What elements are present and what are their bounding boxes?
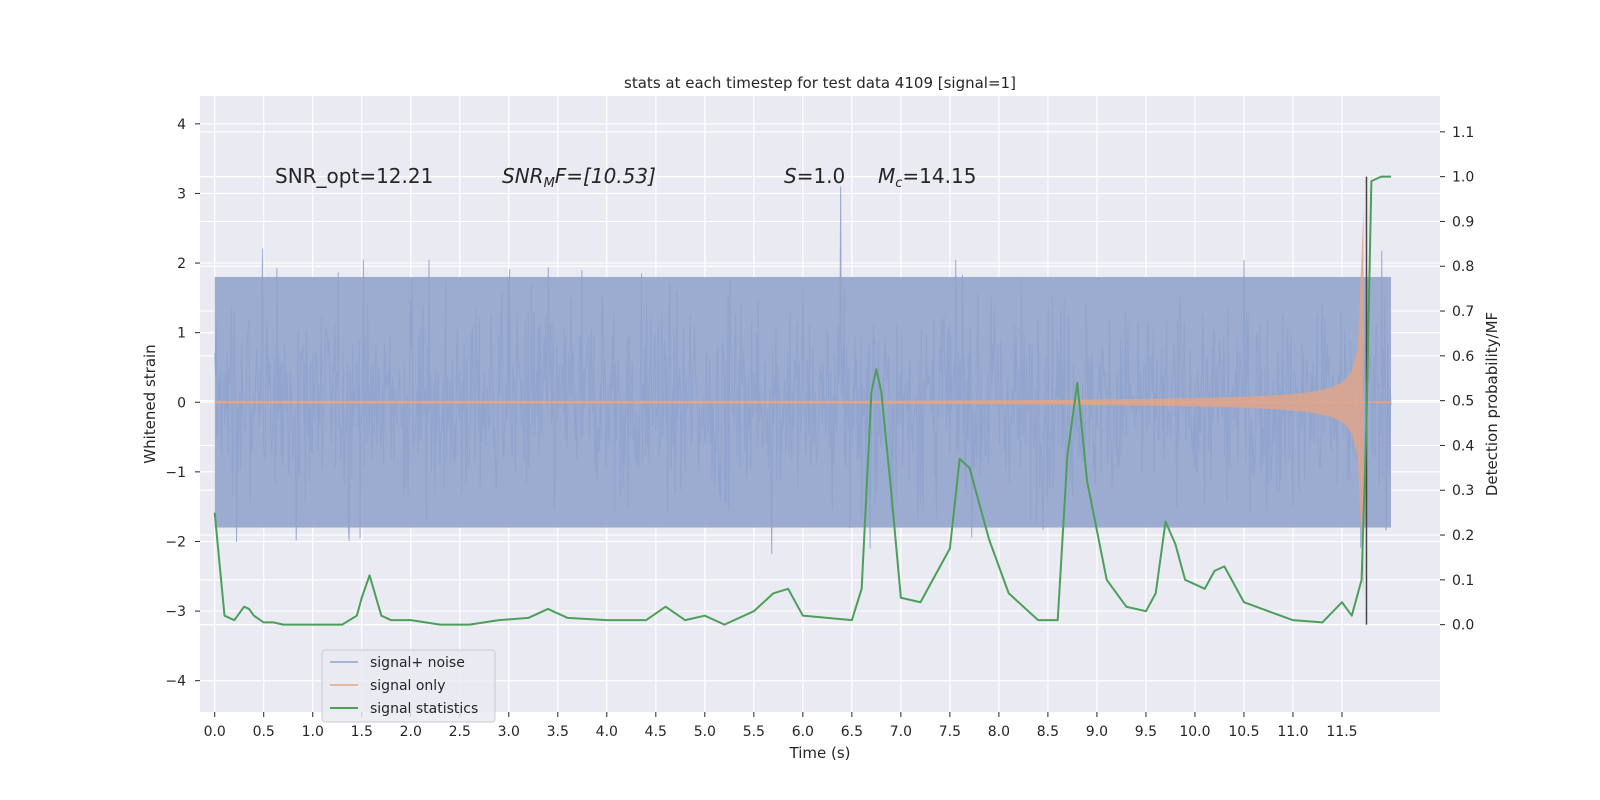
y2-tick-label: 1.0	[1452, 170, 1474, 186]
y2-tick-label: 0.3	[1452, 483, 1474, 499]
x-tick-label: 11.5	[1326, 724, 1357, 740]
y-tick-label: 1	[177, 326, 186, 342]
annotation-mc-main: M	[878, 164, 895, 188]
x-tick-label: 5.0	[694, 724, 716, 740]
y-tick-label: 3	[177, 186, 186, 202]
x-tick-label: 8.5	[1037, 724, 1059, 740]
annotation-snr-mf: SNRMF=[10.53]	[502, 164, 656, 191]
y-axis-ticks: 4 3 2 1 0 −1 −2 −3 −4	[165, 117, 200, 690]
annotation-snr-mf-sub: M	[544, 176, 555, 191]
x-axis-label: Time (s)	[789, 744, 851, 762]
y2-tick-label: 0.8	[1452, 259, 1474, 275]
y2-tick-label: 0.6	[1452, 349, 1474, 365]
y-axis-label: Whitened strain	[141, 344, 159, 463]
x-tick-label: 5.5	[743, 724, 765, 740]
chart-title: stats at each timestep for test data 410…	[624, 74, 1016, 92]
y2-tick-label: 0.9	[1452, 214, 1474, 230]
y-tick-label: −1	[165, 465, 186, 481]
y2-tick-label: 0.1	[1452, 573, 1474, 589]
x-tick-label: 4.0	[596, 724, 618, 740]
y2-tick-label: 0.4	[1452, 438, 1474, 454]
x-tick-label: 9.0	[1086, 724, 1108, 740]
x-tick-label: 10.5	[1228, 724, 1259, 740]
noise-trace	[214, 186, 1392, 555]
x-tick-label: 7.0	[890, 724, 912, 740]
annotation-snr-opt: SNR_opt=12.21	[275, 164, 433, 188]
signal-statistics-line	[213, 175, 1391, 626]
y-tick-label: 0	[177, 395, 186, 411]
y2-tick-label: 0.5	[1452, 394, 1474, 410]
y-tick-label: 4	[177, 117, 186, 133]
legend-label-signal-statistics: signal statistics	[370, 701, 478, 717]
y2-axis-label: Detection probability/MF	[1483, 312, 1501, 496]
y2-tick-label: 1.1	[1452, 125, 1474, 141]
x-tick-label: 6.5	[841, 724, 863, 740]
annotation-s: S=1.0	[784, 164, 845, 188]
legend-label-signal-plus-noise: signal+ noise	[370, 655, 465, 671]
annotation-mc: Mc=14.15	[878, 164, 976, 191]
y-tick-label: −2	[165, 534, 186, 550]
x-axis-ticks: 0.0 0.5 1.0 1.5 2.0 2.5 3.0 3.5 4.0 4.5 5.0 5.5 6.0 6…	[204, 712, 1358, 740]
y2-tick-label: 0.2	[1452, 528, 1474, 544]
annotation-s-main: S	[784, 164, 797, 188]
x-tick-label: 0.5	[253, 724, 275, 740]
annotation-s-rest: =1.0	[797, 164, 846, 188]
x-tick-label: 2.0	[400, 724, 422, 740]
annotation-mc-sub: c	[895, 176, 902, 191]
x-tick-label: 3.0	[498, 724, 520, 740]
x-tick-label: 9.5	[1135, 724, 1157, 740]
x-tick-label: 6.0	[792, 724, 814, 740]
x-tick-label: 2.5	[449, 724, 471, 740]
y-tick-label: −3	[165, 604, 186, 620]
annotation-mc-rest: =14.15	[902, 164, 976, 188]
x-tick-label: 10.0	[1179, 724, 1210, 740]
x-tick-label: 3.5	[547, 724, 569, 740]
legend: signal+ noise signal only signal statist…	[321, 649, 496, 723]
y-tick-label: 2	[177, 256, 186, 272]
legend-box	[321, 649, 496, 723]
series-signal-statistics	[213, 175, 1391, 626]
y-tick-label: −4	[165, 674, 186, 690]
annotation-snr-mf-main: SNR	[502, 164, 544, 188]
y2-tick-label: 0.7	[1452, 304, 1474, 320]
y2-axis-ticks: 1.1 1.0 0.9 0.8 0.7 0.6 0.5 0.4 0.3 0.2 0.1 0.0	[1440, 125, 1474, 634]
x-tick-label: 11.0	[1277, 724, 1308, 740]
annotation-snr-mf-rest: F=[10.53]	[555, 164, 656, 188]
x-tick-label: 4.5	[645, 724, 667, 740]
x-tick-label: 1.5	[351, 724, 373, 740]
x-tick-label: 8.0	[988, 724, 1010, 740]
x-tick-label: 0.0	[204, 724, 226, 740]
x-tick-label: 7.5	[939, 724, 961, 740]
y2-tick-label: 0.0	[1452, 618, 1474, 634]
legend-label-signal-only: signal only	[370, 678, 445, 694]
series-signal-only	[214, 207, 1391, 598]
x-tick-label: 1.0	[302, 724, 324, 740]
